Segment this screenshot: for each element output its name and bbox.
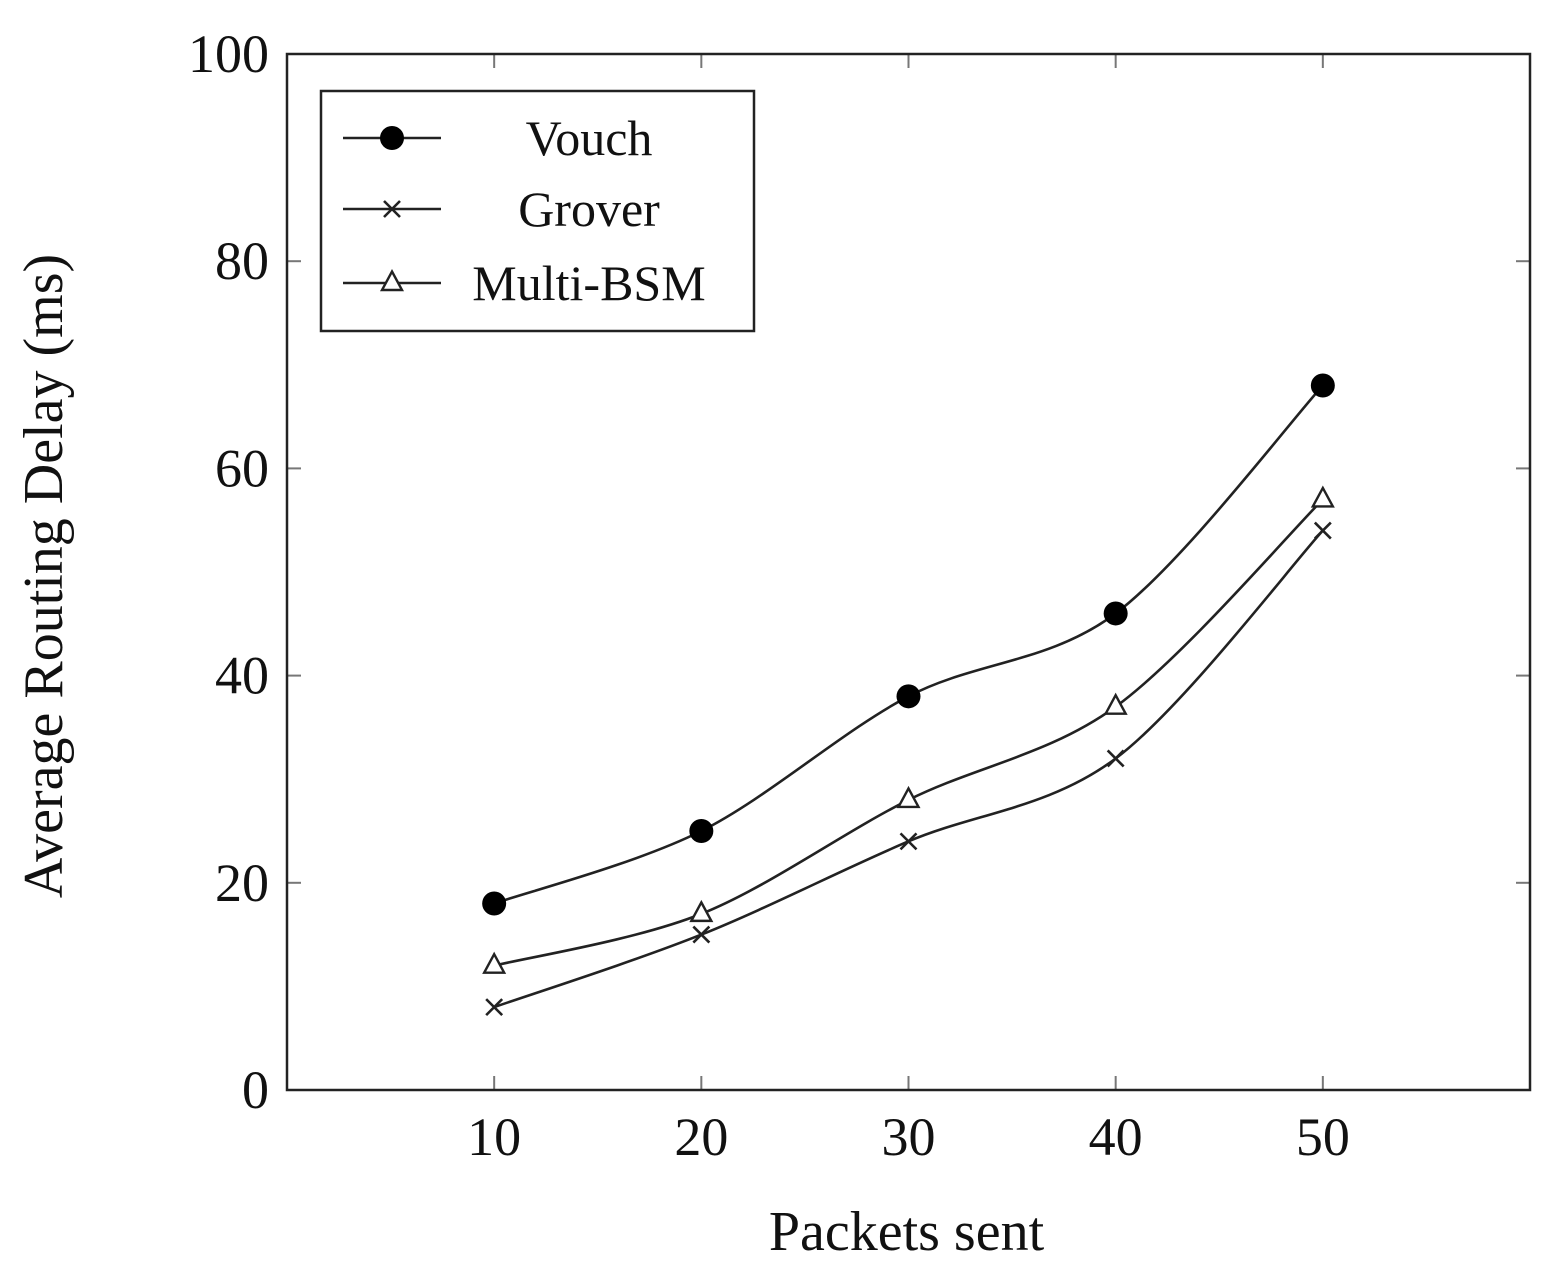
data-point-vouch (896, 684, 921, 709)
series-line-multi-bsm (493, 498, 1324, 967)
series-multi-bsm (482, 485, 1335, 974)
x-tick-label: 10 (467, 1107, 521, 1167)
data-point-grover (899, 832, 918, 851)
y-tick-label: 20 (215, 853, 269, 913)
series-line-grover (493, 529, 1324, 1009)
x-axis-label: Packets sent (769, 1201, 1045, 1263)
data-point-vouch (1310, 373, 1335, 398)
legend-marker-multi-bsm (379, 268, 405, 292)
data-point-multi-bsm (689, 899, 714, 923)
tick-labels: 10 20 30 40 50 0 20 40 60 80 100 (188, 24, 1350, 1167)
y-tick-label: 0 (242, 1060, 269, 1120)
legend-entry-vouch: Vouch (343, 110, 652, 166)
data-point-vouch (482, 891, 507, 916)
data-point-vouch (689, 819, 714, 843)
legend-label-multi-bsm: Multi-BSM (472, 255, 705, 311)
x-tick-label: 30 (882, 1107, 936, 1167)
plot-area-frame (285, 52, 1532, 1092)
legend-marker-grover (383, 200, 401, 218)
y-tick-label: 60 (215, 438, 269, 498)
series-vouch (482, 373, 1335, 916)
data-point-multi-bsm (1103, 692, 1128, 715)
data-point-multi-bsm (896, 785, 921, 809)
y-axis-label: Average Routing Delay (ms) (13, 254, 75, 898)
y-tick-label: 40 (215, 646, 269, 706)
series-grover (485, 521, 1332, 1017)
data-point-multi-bsm (1310, 485, 1335, 508)
y-tick-label: 100 (188, 24, 269, 84)
legend-label-vouch: Vouch (526, 110, 653, 166)
legend-marker-vouch (380, 126, 404, 150)
data-point-grover (1106, 749, 1125, 768)
data-point-vouch (1103, 601, 1128, 626)
series-layer (482, 373, 1335, 1017)
legend-entry-grover: Grover (343, 181, 660, 237)
x-tick-label: 50 (1296, 1107, 1350, 1167)
data-point-grover (1313, 521, 1332, 540)
data-point-grover (692, 925, 711, 944)
data-point-multi-bsm (482, 951, 507, 974)
x-tick-label: 20 (674, 1107, 728, 1167)
data-point-grover (485, 998, 504, 1017)
y-tick-label: 80 (215, 231, 269, 291)
legend: Vouch Grover Multi-BSM (319, 89, 756, 333)
x-tick-label: 40 (1089, 1107, 1143, 1167)
legend-entry-multi-bsm: Multi-BSM (343, 255, 706, 311)
legend-label-grover: Grover (518, 181, 660, 237)
series-line-vouch (493, 384, 1324, 905)
